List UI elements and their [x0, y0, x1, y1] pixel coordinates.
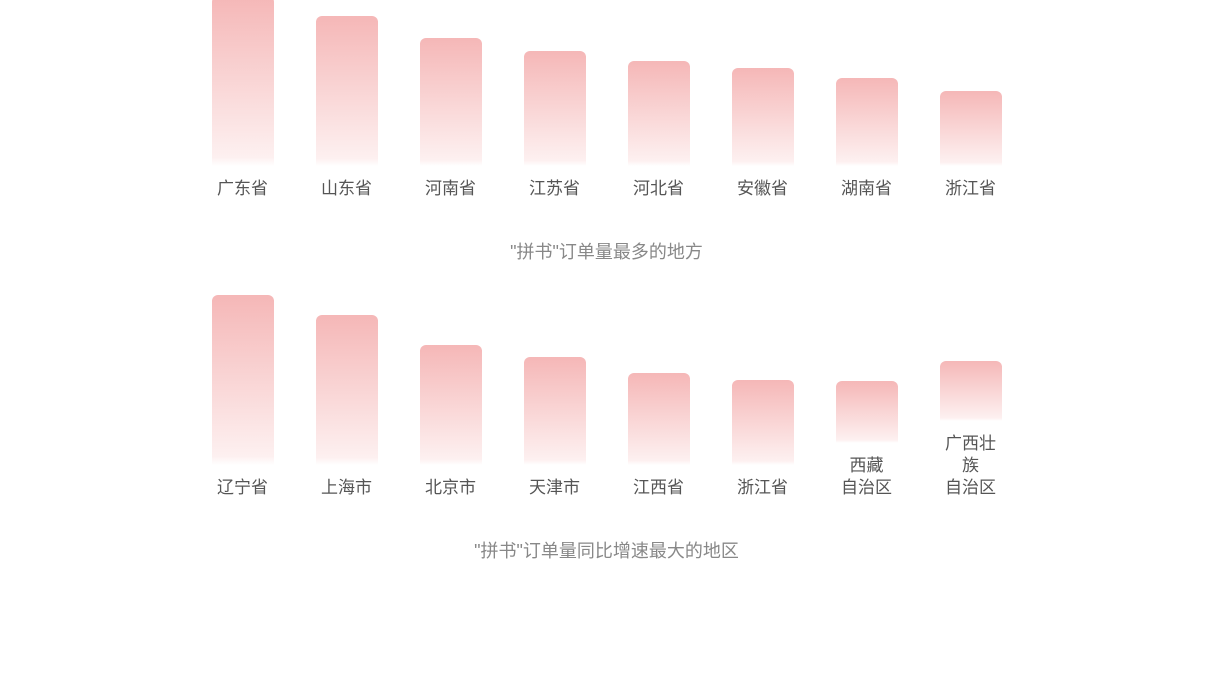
- bar-group: 河北省: [628, 61, 690, 200]
- bar-label: 山东省: [321, 178, 372, 200]
- bar-group: 北京市: [420, 345, 482, 499]
- chart-title: "拼书"订单量同比增速最大的地区: [474, 537, 739, 563]
- bar-label: 湖南省: [841, 178, 892, 200]
- bar-group: 山东省: [316, 16, 378, 200]
- bar-label: 广东省: [217, 178, 268, 200]
- bar: [732, 68, 794, 166]
- chart-title: "拼书"订单量最多的地方: [510, 238, 703, 264]
- bar-group: 河南省: [420, 38, 482, 200]
- bars-row-chart2: 辽宁省 上海市 北京市 天津市 江西省 浙江省 西藏 自治区 广西壮族 自治区: [212, 329, 1002, 499]
- bar-group: 广东省: [212, 0, 274, 200]
- bar: [524, 51, 586, 166]
- bar: [836, 381, 898, 443]
- bar-label: 河北省: [633, 178, 684, 200]
- section-spacer: [0, 264, 1213, 329]
- bar-group: 天津市: [524, 357, 586, 499]
- chart-orders-growth: 辽宁省 上海市 北京市 天津市 江西省 浙江省 西藏 自治区 广西壮族 自治区: [0, 329, 1213, 563]
- bar-group: 上海市: [316, 315, 378, 499]
- bar-label: 西藏 自治区: [841, 455, 892, 499]
- bar: [420, 345, 482, 465]
- bar: [940, 361, 1002, 421]
- bar-group: 广西壮族 自治区: [940, 361, 1002, 499]
- bar: [836, 78, 898, 166]
- bar-group: 浙江省: [940, 91, 1002, 200]
- bar: [628, 373, 690, 465]
- bar-label: 上海市: [321, 477, 372, 499]
- chart-orders-most: 广东省 山东省 河南省 江苏省 河北省 安徽省 湖南省 浙江省: [0, 30, 1213, 264]
- bar: [628, 61, 690, 166]
- bar: [732, 380, 794, 465]
- bar-label: 江苏省: [529, 178, 580, 200]
- bar: [420, 38, 482, 166]
- bar-group: 安徽省: [732, 68, 794, 200]
- bar: [316, 315, 378, 465]
- bar-label: 江西省: [633, 477, 684, 499]
- bar-group: 江西省: [628, 373, 690, 499]
- bar-label: 广西壮族 自治区: [940, 433, 1002, 499]
- bar-group: 西藏 自治区: [836, 381, 898, 499]
- bar: [316, 16, 378, 166]
- bar: [212, 0, 274, 166]
- bar-label: 安徽省: [737, 178, 788, 200]
- bar-label: 河南省: [425, 178, 476, 200]
- bar: [212, 295, 274, 465]
- bars-row-chart1: 广东省 山东省 河南省 江苏省 河北省 安徽省 湖南省 浙江省: [212, 30, 1002, 200]
- bar-group: 浙江省: [732, 380, 794, 499]
- bar-group: 江苏省: [524, 51, 586, 200]
- bar-group: 湖南省: [836, 78, 898, 200]
- bar: [524, 357, 586, 465]
- bar-label: 浙江省: [737, 477, 788, 499]
- bar-label: 北京市: [425, 477, 476, 499]
- bar: [940, 91, 1002, 166]
- bar-label: 辽宁省: [217, 477, 268, 499]
- bar-group: 辽宁省: [212, 295, 274, 499]
- bar-label: 天津市: [529, 477, 580, 499]
- bar-label: 浙江省: [945, 178, 996, 200]
